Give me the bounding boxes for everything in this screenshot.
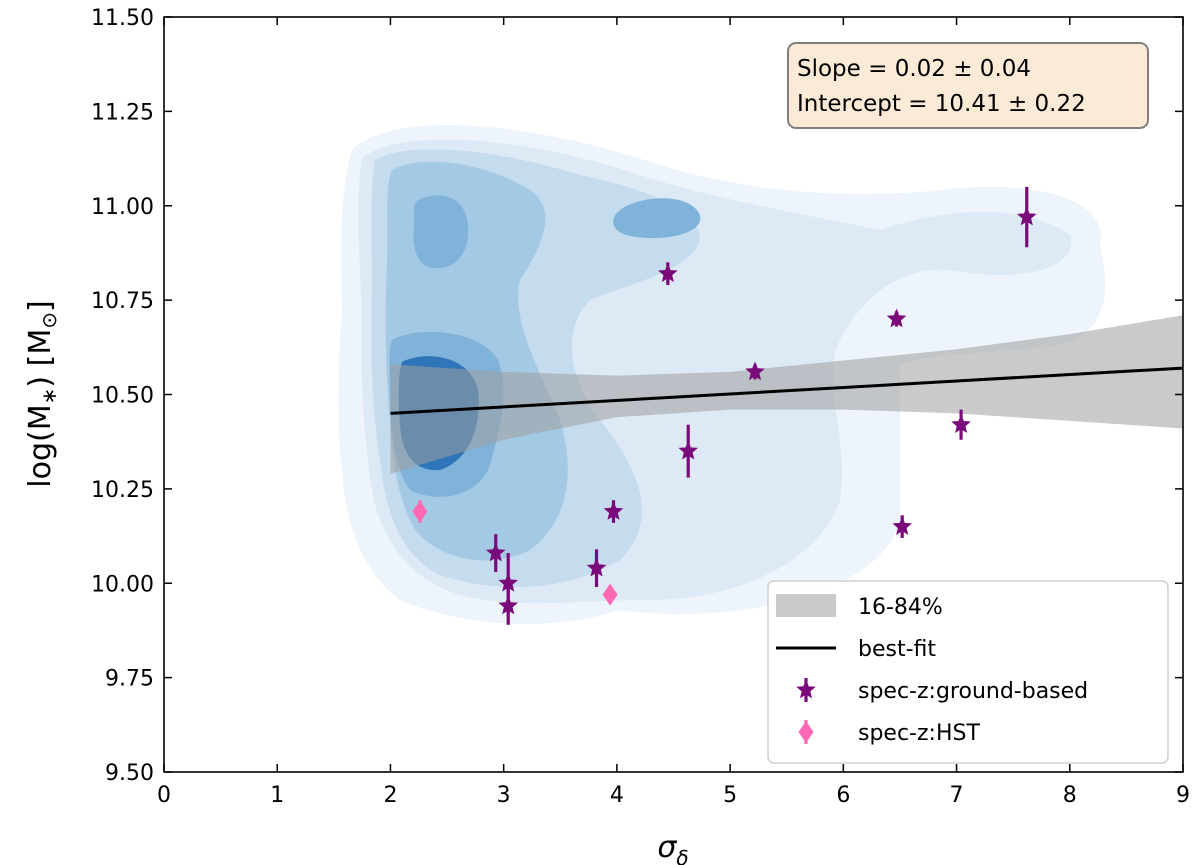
data-point-star <box>892 516 913 535</box>
x-tick-label: 8 <box>1063 783 1077 808</box>
x-tick-label: 5 <box>723 783 737 808</box>
data-point-star <box>1016 206 1037 226</box>
legend-band-swatch <box>776 594 836 617</box>
y-tick-label: 10.50 <box>91 384 154 409</box>
y-axis: 9.50 9.75 10.00 10.25 10.50 10.75 11.00 11.25 11… <box>91 6 1183 786</box>
x-axis: 0 1 2 3 4 5 6 7 8 9 <box>157 17 1190 808</box>
x-tick-label: 6 <box>836 783 850 808</box>
legend-line-label: best-fit <box>858 637 936 662</box>
x-tick-label: 2 <box>383 783 397 808</box>
annotation-box <box>787 42 1149 129</box>
best-fit-line <box>390 366 1183 415</box>
y-tick-label: 10.75 <box>91 289 154 314</box>
x-tick-label: 9 <box>1176 783 1190 808</box>
legend-hst-label: spec-z:HST <box>858 721 980 746</box>
slope-text: Slope = 0.02 ± 0.04 <box>797 56 1031 82</box>
data-point-star <box>586 557 607 577</box>
fit-annotation: Slope = 0.02 ± 0.04 Intercept = 10.41 ± … <box>787 42 1149 129</box>
x-tick-label: 4 <box>610 783 624 808</box>
data-point-star <box>603 501 624 520</box>
data-point-star <box>745 361 765 381</box>
y-tick-label: 9.75 <box>105 667 154 692</box>
series-ground-based <box>485 186 1037 625</box>
legend-diamond-shape <box>798 721 814 743</box>
data-point-diamond <box>602 583 618 606</box>
legend-diamond-marker <box>798 720 814 744</box>
y-tick-label: 11.00 <box>91 195 154 220</box>
series-hst <box>412 500 618 606</box>
legend-star-shape <box>796 679 816 699</box>
y-axis-label: log(M∗) [M⊙] <box>23 300 61 487</box>
y-tick-label: 11.25 <box>91 100 154 125</box>
data-point-star <box>951 414 971 434</box>
x-tick-label: 7 <box>950 783 964 808</box>
x-axis-label: σδ <box>657 830 688 865</box>
intercept-text: Intercept = 10.41 ± 0.22 <box>797 91 1086 117</box>
legend-ground-label: spec-z:ground-based <box>858 679 1088 704</box>
legend: 16-84% best-fit spec-z:ground-based spec… <box>767 580 1169 764</box>
y-tick-label: 10.25 <box>91 478 154 503</box>
x-tick-label: 3 <box>497 783 511 808</box>
x-tick-label: 0 <box>157 783 171 808</box>
data-point-star <box>678 440 699 460</box>
x-tick-label: 1 <box>270 783 284 808</box>
legend-band-label: 16-84% <box>858 595 943 620</box>
y-tick-label: 10.00 <box>91 572 154 597</box>
data-point-star <box>886 308 907 328</box>
data-points <box>412 186 1037 625</box>
y-tick-label: 11.50 <box>91 6 154 31</box>
data-point-star <box>498 595 519 615</box>
data-point-star <box>485 542 506 562</box>
band-16-84 <box>390 315 1183 474</box>
data-point-star <box>658 263 678 283</box>
legend-frame <box>767 580 1169 764</box>
data-point-diamond <box>412 500 428 523</box>
y-tick-label: 9.50 <box>105 761 154 786</box>
legend-star-marker <box>796 678 816 702</box>
